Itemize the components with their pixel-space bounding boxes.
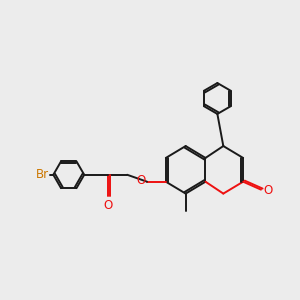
- Text: O: O: [104, 200, 113, 212]
- Text: O: O: [263, 184, 273, 197]
- Text: O: O: [136, 174, 146, 187]
- Text: Br: Br: [36, 168, 49, 181]
